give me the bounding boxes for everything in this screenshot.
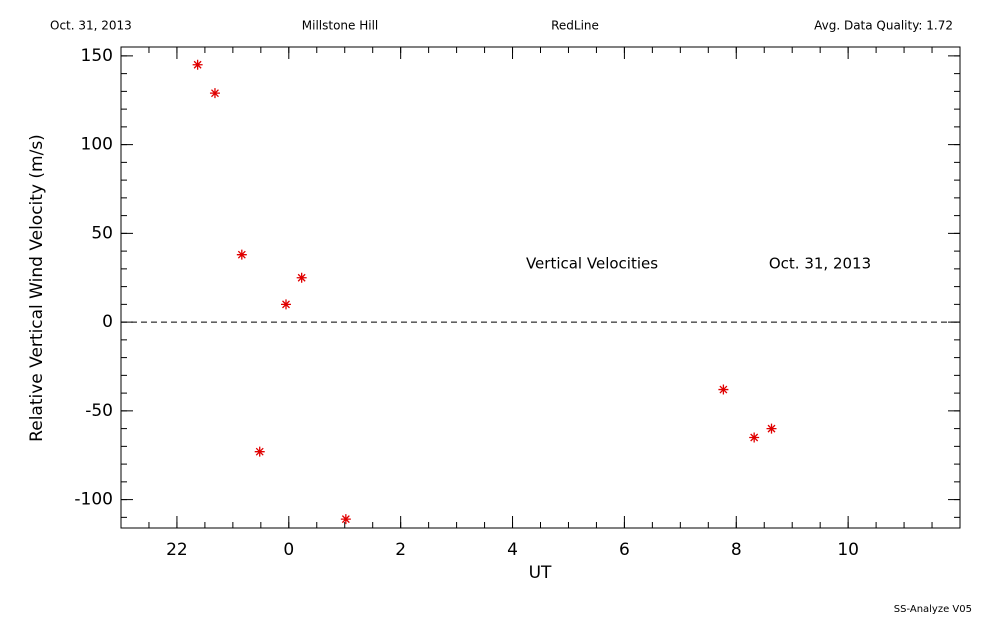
x-tick-label: 0 (283, 540, 294, 560)
x-tick-label: 6 (619, 540, 630, 560)
data-point (236, 249, 247, 260)
y-axis-label: Relative Vertical Wind Velocity (m/s) (27, 134, 47, 442)
data-point (296, 272, 307, 283)
y-tick-label: 100 (81, 135, 113, 155)
data-point (254, 446, 265, 457)
data-point (749, 432, 760, 443)
data-point (340, 514, 351, 525)
x-tick-label: 8 (731, 540, 742, 560)
annotation: Oct. 31, 2013 (769, 255, 871, 273)
data-point (766, 423, 777, 434)
y-tick-label: 150 (81, 46, 113, 66)
y-tick-label: 0 (102, 312, 113, 332)
header-line: RedLine (551, 19, 599, 33)
data-point (192, 59, 203, 70)
header-site: Millstone Hill (302, 19, 378, 33)
annotation: Vertical Velocities (526, 255, 658, 273)
y-tick-label: 50 (91, 223, 113, 243)
data-point (718, 384, 729, 395)
data-point (281, 299, 292, 310)
x-tick-label: 4 (507, 540, 518, 560)
header-quality: Avg. Data Quality: 1.72 (814, 19, 953, 33)
y-tick-label: -50 (85, 401, 113, 421)
x-axis-label: UT (529, 563, 552, 583)
x-tick-label: 10 (837, 540, 859, 560)
y-tick-label: -100 (74, 490, 113, 510)
data-point (209, 88, 220, 99)
x-tick-label: 2 (395, 540, 406, 560)
header-date: Oct. 31, 2013 (50, 19, 132, 33)
x-tick-label: 22 (166, 540, 188, 560)
footer: SS-Analyze V05 (894, 604, 972, 615)
